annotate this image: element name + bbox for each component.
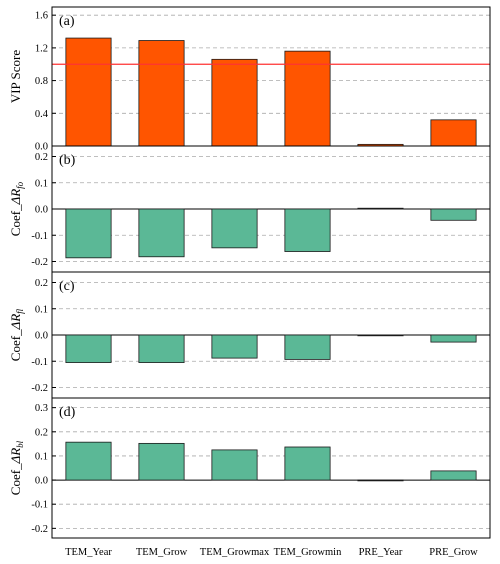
bar-pre-grow: [430, 119, 477, 147]
y-tick-label: 0.2: [35, 427, 48, 438]
y-tick-label: 0.8: [35, 76, 48, 87]
y-axis-label: Coef_ΔRfl: [8, 308, 25, 361]
bar-tem-growmin: [284, 50, 331, 147]
bar-pre-grow: [430, 208, 477, 221]
y-tick-label: 0.2: [35, 278, 48, 289]
x-tick-label: TEM_Growmax: [200, 547, 270, 558]
y-tick-label: -0.2: [31, 257, 48, 268]
y-tick-label: -0.1: [31, 500, 48, 511]
y-tick-label: -0.1: [31, 357, 48, 368]
bar-tem-year: [65, 441, 112, 481]
bar-tem-year: [65, 334, 112, 363]
y-tick-label: -0.2: [31, 524, 48, 535]
y-tick-label: 0.1: [35, 304, 48, 315]
panel-frame: [51, 6, 491, 147]
bar-tem-year: [65, 208, 112, 259]
y-tick-label: 0.0: [35, 205, 48, 216]
y-axis-label: VIP Score: [8, 50, 23, 104]
panel-a: 0.0 0.4 0.8 1.2 1.6 (a) VIP Score: [8, 6, 491, 153]
bar-pre-grow: [430, 470, 477, 481]
panel-b: -0.2 -0.1 0.0 0.1 0.2 (b) Coef_ΔRfo: [8, 145, 491, 273]
y-tick-label: -0.1: [31, 231, 48, 242]
bar-tem-growmax: [211, 334, 258, 359]
panel-c: -0.2 -0.1 0.0 0.1 0.2 (c) Coef_ΔRfl: [8, 271, 491, 399]
bar-tem-growmax: [211, 58, 258, 147]
bar-tem-growmax: [211, 449, 258, 481]
y-tick-label: 0.1: [35, 451, 48, 462]
x-tick-label: TEM_Growmin: [274, 547, 342, 558]
bar-pre-year: [357, 207, 404, 210]
panels-group: 0.00.40.81.21.6 (a)VIP Score-0.2-0.10.00.…: [8, 6, 491, 539]
y-tick-label: 1.2: [35, 43, 48, 54]
y-tick-label: 0.0: [35, 476, 48, 487]
y-tick-label: 0.2: [35, 152, 48, 163]
panel-label: (a): [59, 14, 75, 29]
panel-label: (d): [59, 405, 76, 420]
category-axis-labels: TEM_Year TEM_Grow TEM_Growmax TEM_Growmin PR…: [65, 547, 478, 558]
panel-label: (c): [59, 279, 75, 294]
bar-tem-grow: [138, 40, 185, 147]
y-tick-label: 0.3: [35, 403, 48, 414]
bar-tem-growmin: [284, 208, 331, 252]
y-tick-label: 1.6: [35, 11, 48, 22]
y-tick-label: -0.2: [31, 383, 48, 394]
bar-tem-grow: [138, 208, 185, 258]
y-tick-label: 0.0: [35, 331, 48, 342]
panel-frame: [51, 397, 491, 539]
bar-pre-grow: [430, 334, 477, 343]
bar-tem-year: [65, 37, 112, 147]
y-axis-label: Coef_ΔRfo: [8, 181, 25, 236]
x-tick-label: PRE_Year: [359, 547, 403, 558]
panel-label: (b): [59, 153, 76, 168]
bar-tem-growmin: [284, 446, 331, 481]
panel-d: -0.2 -0.1 0.0 0.1 0.2 0.3 (d) Coef_ΔRbl: [8, 397, 491, 539]
bar-pre-year: [357, 479, 404, 482]
x-tick-label: TEM_Grow: [136, 547, 188, 558]
y-tick-label: 0.0: [35, 142, 48, 153]
x-tick-label: PRE_Grow: [429, 547, 478, 558]
bar-pre-year: [357, 334, 404, 337]
bar-tem-growmin: [284, 334, 331, 360]
y-tick-label: 0.1: [35, 178, 48, 189]
x-tick-label: TEM_Year: [65, 547, 112, 558]
y-tick-label: 0.4: [35, 109, 49, 120]
y-axis-label: Coef_ΔRbl: [8, 440, 25, 495]
bar-tem-growmax: [211, 208, 258, 249]
bar-tem-grow: [138, 442, 185, 481]
bar-tem-grow: [138, 334, 185, 363]
